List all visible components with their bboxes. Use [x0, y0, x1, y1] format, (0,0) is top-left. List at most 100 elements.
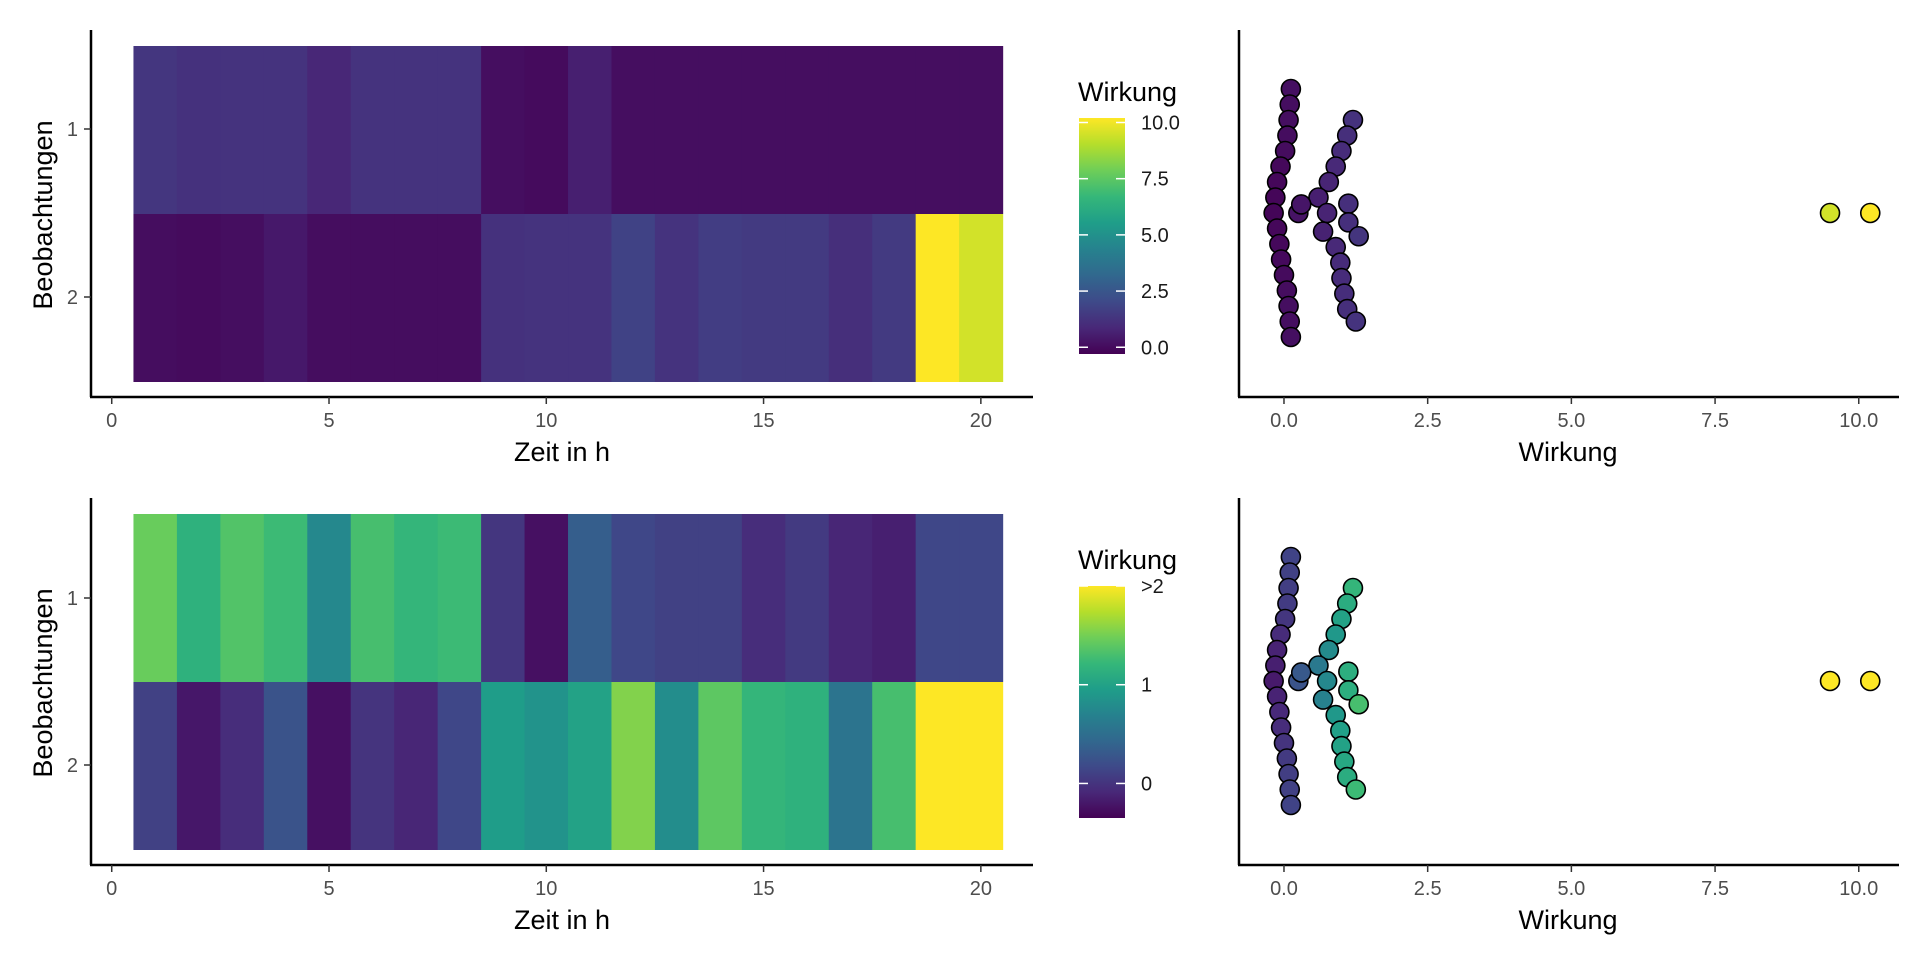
- heatmap-top: 0 5 10 15 20 1 2 Zeit in h Beobachtungen: [28, 30, 1033, 467]
- heatmap-top-cell-r2-c6: [350, 214, 395, 382]
- legend-top-title: Wirkung: [1078, 77, 1177, 107]
- beeswarm-top-outlier-1: [1859, 202, 1881, 224]
- legend-top-label-0: 0.0: [1141, 337, 1169, 359]
- heatmap-bottom-y-tick-label-1: 1: [67, 588, 78, 610]
- heatmap-top-cell-r1-c6: [350, 46, 395, 214]
- heatmap-top-cell-r1-c12: [611, 46, 656, 214]
- beeswarm-top-x-tick-label-3: 7.5: [1701, 410, 1729, 432]
- beeswarm-top-point-26: [1338, 193, 1359, 214]
- heatmap-top-cell-r2-c5: [307, 214, 352, 382]
- heatmap-top-cell-r1-c9: [481, 46, 526, 214]
- heatmap-bottom-x-tick-label-4: 20: [970, 878, 992, 900]
- heatmap-bottom-cell-r2-c3: [220, 682, 265, 850]
- legend-bottom-label-2: >2: [1141, 576, 1164, 598]
- legend-top-label-3: 7.5: [1141, 169, 1169, 191]
- beeswarm-bottom-point-21: [1318, 639, 1340, 661]
- beeswarm-top-point-22: [1308, 187, 1329, 208]
- heatmap-bottom-cell-r2-c15: [741, 682, 786, 850]
- heatmap-bottom-x-axis-title: Zeit in h: [514, 905, 610, 935]
- heatmap-bottom-cell-r2-c6: [350, 682, 395, 850]
- beeswarm-top-point-29: [1312, 221, 1334, 242]
- legend-top-label-4: 10.0: [1141, 112, 1180, 134]
- legend-top-ticks: 0.0 2.5 5.0 7.5 10.0: [1079, 112, 1180, 359]
- legend-top-colorbar: [1079, 118, 1125, 354]
- heatmap-top-cell-r2-c18: [872, 214, 917, 382]
- heatmap-bottom-cell-r1-c11: [568, 514, 613, 682]
- legend-bottom: Wirkung 0 1 >2: [1078, 545, 1177, 818]
- heatmap-bottom-cell-r1-c3: [220, 514, 265, 682]
- beeswarm-top-x-ticks: 0.0 2.5 5.0 7.5 10.0: [1270, 397, 1878, 432]
- heatmap-top-cell-r2-c4: [263, 214, 308, 382]
- beeswarm-bottom-point-28: [1348, 693, 1369, 715]
- beeswarm-bottom-x-tick-label-0: 0.0: [1270, 878, 1298, 900]
- heatmap-bottom-cell-r2-c9: [481, 682, 526, 850]
- beeswarm-bottom-outlier-0: [1819, 670, 1841, 692]
- heatmap-top-x-tick-label-4: 20: [970, 410, 992, 432]
- heatmap-bottom-cell-r1-c9: [481, 514, 526, 682]
- heatmap-top-y-axis-title: Beobachtungen: [28, 120, 58, 309]
- heatmap-top-y-tick-label-2: 2: [67, 287, 78, 309]
- heatmap-bottom-cell-r2-c19: [915, 682, 960, 850]
- heatmap-bottom-cell-r1-c15: [741, 514, 786, 682]
- heatmap-top-cell-r1-c19: [915, 46, 960, 214]
- heatmap-bottom-cell-r1-c19: [915, 514, 960, 682]
- legend-top: Wirkung 0.0 2.5 5.0 7.5 10.0: [1078, 77, 1180, 359]
- heatmap-bottom-cell-r2-c20: [959, 682, 1004, 850]
- heatmap-bottom-cell-r2-c13: [654, 682, 699, 850]
- heatmap-top-x-axis-title: Zeit in h: [514, 437, 610, 467]
- heatmap-top-x-ticks: 0 5 10 15 20: [106, 397, 992, 432]
- heatmap-top-cell-r2-c3: [220, 214, 265, 382]
- heatmap-bottom-cell-r2-c10: [524, 682, 569, 850]
- heatmap-top-cell-r1-c2: [176, 46, 221, 214]
- heatmap-bottom-x-ticks: 0 5 10 15 20: [106, 865, 992, 900]
- heatmap-bottom-cell-r2-c14: [698, 682, 743, 850]
- heatmap-top-cells: [133, 46, 1004, 382]
- legend-bottom-label-1: 1: [1141, 675, 1152, 697]
- beeswarm-bottom-x-tick-label-2: 5.0: [1557, 878, 1585, 900]
- heatmap-bottom-cell-r2-c7: [394, 682, 439, 850]
- beeswarm-bottom-point-35: [1345, 779, 1367, 800]
- beeswarm-top-point-27: [1338, 212, 1359, 233]
- heatmap-top-cell-r1-c13: [654, 46, 699, 214]
- beeswarm-bottom-point-26: [1338, 661, 1359, 683]
- heatmap-top-cell-r2-c15: [741, 214, 786, 382]
- beeswarm-top-x-tick-label-0: 0.0: [1270, 410, 1298, 432]
- heatmap-top-x-tick-label-0: 0: [106, 410, 117, 432]
- heatmap-bottom-cell-r1-c18: [872, 514, 917, 682]
- heatmap-bottom-cell-r1-c4: [263, 514, 308, 682]
- heatmap-top-cell-r1-c20: [959, 46, 1004, 214]
- heatmap-top-x-tick-label-3: 15: [752, 410, 774, 432]
- beeswarm-top-x-axis-title: Wirkung: [1518, 437, 1617, 467]
- heatmap-top-cell-r1-c15: [741, 46, 786, 214]
- beeswarm-top: 0.0 2.5 5.0 7.5 10.0 Wirkung: [1237, 30, 1899, 467]
- beeswarm-bottom-x-tick-label-4: 10.0: [1839, 878, 1878, 900]
- heatmap-bottom-cell-r1-c1: [133, 514, 178, 682]
- beeswarm-bottom-point-29: [1312, 689, 1334, 710]
- heatmap-bottom-cell-r1-c13: [654, 514, 699, 682]
- heatmap-top-y-tick-label-1: 1: [67, 119, 78, 141]
- heatmap-top-cell-r2-c12: [611, 214, 656, 382]
- heatmap-bottom-cell-r1-c20: [959, 514, 1004, 682]
- heatmap-top-cell-r2-c19: [915, 214, 960, 382]
- heatmap-bottom-cell-r2-c8: [437, 682, 482, 850]
- heatmap-top-cell-r1-c1: [133, 46, 178, 214]
- heatmap-bottom-y-axis-title: Beobachtungen: [28, 588, 58, 777]
- heatmap-top-cell-r2-c20: [959, 214, 1004, 382]
- heatmap-top-x-tick-label-1: 5: [323, 410, 334, 432]
- heatmap-top-cell-r2-c11: [568, 214, 613, 382]
- heatmap-bottom-cell-r1-c16: [785, 514, 830, 682]
- beeswarm-top-point-25: [1316, 202, 1338, 224]
- beeswarm-bottom-outlier-1: [1859, 670, 1881, 692]
- heatmap-bottom-cell-r2-c12: [611, 682, 656, 850]
- beeswarm-bottom-x-tick-label-3: 7.5: [1701, 878, 1729, 900]
- heatmap-bottom-cell-r1-c17: [828, 514, 873, 682]
- heatmap-bottom-cell-r2-c4: [263, 682, 308, 850]
- beeswarm-bottom-point-24: [1290, 662, 1312, 683]
- heatmap-top-cell-r1-c7: [394, 46, 439, 214]
- heatmap-top-cell-r1-c10: [524, 46, 569, 214]
- heatmap-top-cell-r1-c3: [220, 46, 265, 214]
- beeswarm-bottom: 0.0 2.5 5.0 7.5 10.0 Wirkung: [1237, 498, 1899, 935]
- heatmap-bottom-cell-r1-c8: [437, 514, 482, 682]
- legend-bottom-title: Wirkung: [1078, 545, 1177, 575]
- heatmap-bottom-cell-r1-c7: [394, 514, 439, 682]
